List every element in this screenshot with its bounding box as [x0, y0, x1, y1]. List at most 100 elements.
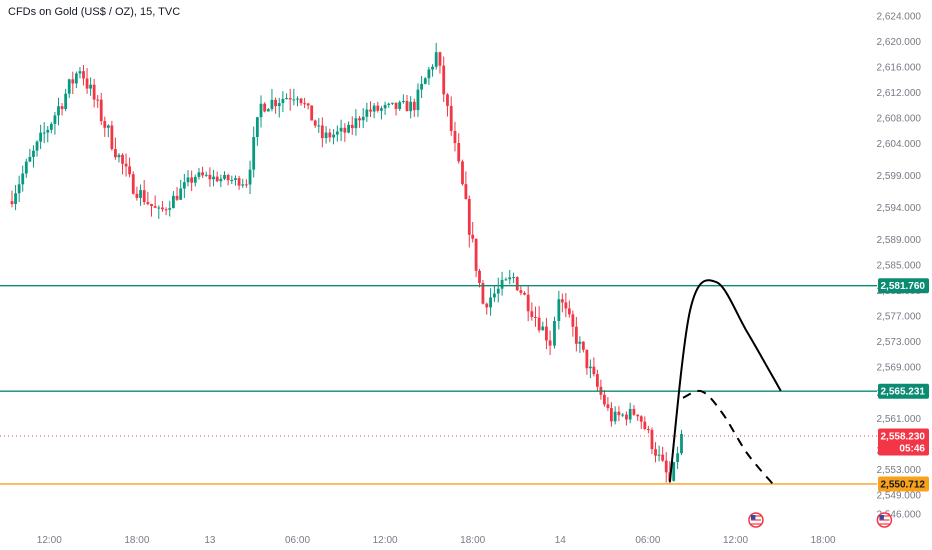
candle-body [354, 118, 358, 129]
candle [467, 195, 471, 248]
candle [431, 64, 434, 77]
y-tick-label: 2,549.000 [877, 490, 922, 501]
candle-body [215, 176, 219, 182]
candle [545, 317, 548, 350]
candle [676, 446, 679, 469]
candle-body [99, 99, 103, 122]
candle-body [571, 314, 575, 327]
candle [519, 286, 523, 296]
candle-body [610, 407, 613, 422]
candle [28, 148, 32, 163]
candle-body [567, 308, 571, 315]
candle [82, 65, 85, 86]
candle-body [259, 103, 263, 118]
candle-body [361, 116, 365, 121]
candle [24, 158, 28, 178]
support-price-label: 2,550.712 [878, 476, 929, 492]
candle [387, 102, 391, 108]
candle-body [248, 169, 252, 185]
candle-body [292, 99, 296, 101]
candle-body [17, 184, 21, 194]
candle-body [212, 176, 215, 180]
candle-body [164, 209, 168, 211]
candle [534, 306, 537, 327]
candle [53, 111, 57, 135]
candle [296, 96, 299, 107]
candle-body [106, 125, 110, 128]
candle [541, 321, 545, 331]
candle-body [654, 449, 657, 456]
candle-body [617, 411, 621, 416]
y-tick-label: 2,569.000 [877, 363, 922, 374]
candle [461, 159, 464, 186]
candle [553, 316, 556, 349]
candle [21, 165, 25, 192]
candle-body [585, 349, 589, 369]
candle [423, 77, 427, 85]
time-axis[interactable]: 12:00 18:00 13 06:00 12:00 18:00 14 06:00 12:00 1… [37, 535, 836, 546]
candle-body [347, 124, 350, 133]
candle [114, 137, 117, 160]
candle [259, 95, 263, 128]
candle [168, 200, 172, 217]
candle [226, 173, 230, 186]
candle-body [405, 101, 409, 112]
candle [17, 175, 21, 202]
candle-body [376, 105, 380, 111]
candle-body [96, 99, 100, 101]
candle [376, 101, 380, 113]
candle-body [277, 103, 281, 107]
candle [179, 179, 183, 201]
candle-body [10, 201, 14, 205]
candle-body [409, 101, 413, 112]
candle [92, 78, 96, 108]
candle [172, 191, 175, 209]
candle-body [625, 414, 628, 420]
candle-body [365, 109, 369, 117]
candle-body [512, 277, 515, 279]
candle-body [416, 89, 420, 111]
y-tick-label: 2,577.000 [877, 312, 922, 323]
candle-body [350, 124, 354, 129]
candle-body [474, 238, 478, 271]
candle-body [146, 202, 150, 204]
candle-body [545, 326, 548, 341]
candle-body [57, 106, 60, 116]
candle [197, 168, 201, 180]
candle-body [504, 279, 508, 281]
candle [446, 93, 449, 117]
candle [628, 402, 632, 424]
candle [234, 175, 237, 186]
candle [581, 341, 585, 353]
candle [449, 96, 453, 136]
candle-body [613, 411, 617, 422]
candle [438, 51, 442, 74]
candle [245, 179, 248, 188]
us-flag-event-icon[interactable] [748, 512, 764, 528]
candle-body [78, 71, 82, 74]
candle-body [431, 66, 434, 70]
candle-body [89, 84, 92, 89]
candle-body [179, 188, 183, 200]
candle [142, 179, 146, 205]
candle [504, 277, 508, 281]
us-flag-event-icon[interactable] [876, 512, 893, 528]
candle [67, 78, 71, 98]
candle [215, 171, 219, 183]
candle [347, 121, 350, 134]
candle-body [142, 190, 146, 203]
y-tick-label: 2,604.000 [877, 139, 922, 150]
candle-body [664, 460, 668, 473]
candle [277, 97, 281, 118]
candle [485, 302, 489, 315]
candle-body [131, 174, 135, 194]
candle [263, 102, 267, 113]
candle [548, 330, 552, 355]
candle [567, 300, 571, 318]
candle-body [161, 207, 164, 210]
candle [332, 129, 335, 145]
candle [320, 117, 324, 148]
candle-body [226, 174, 230, 181]
candle [35, 140, 39, 157]
